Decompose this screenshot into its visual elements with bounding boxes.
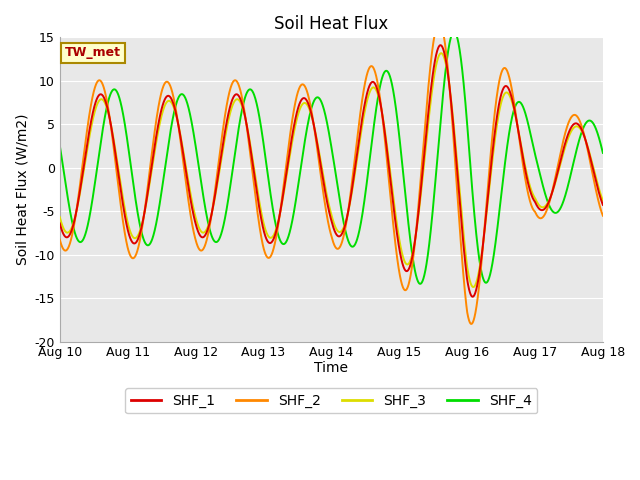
SHF_1 <box>436 42 444 48</box>
X-axis label: Time: Time <box>314 361 348 375</box>
SHF_3 <box>56 214 63 220</box>
Legend: SHF_1, SHF_2, SHF_3, SHF_4: SHF_1, SHF_2, SHF_3, SHF_4 <box>125 388 538 413</box>
SHF_4 <box>599 150 607 156</box>
SHF_2 <box>56 237 63 242</box>
SHF_1 <box>599 202 607 208</box>
SHF_1 <box>288 137 296 143</box>
SHF_4 <box>589 120 596 125</box>
SHF_3 <box>150 153 158 159</box>
SHF_1 <box>264 239 272 245</box>
SHF_2 <box>589 171 596 177</box>
SHF_3 <box>437 50 445 56</box>
SHF_2 <box>599 213 607 218</box>
Title: Soil Heat Flux: Soil Heat Flux <box>274 15 388 33</box>
SHF_3 <box>469 284 477 290</box>
SHF_1 <box>469 294 477 300</box>
SHF_3 <box>599 198 607 204</box>
SHF_3 <box>589 162 596 168</box>
SHF_2 <box>264 255 272 261</box>
Line: SHF_4: SHF_4 <box>60 32 603 284</box>
SHF_4 <box>288 221 296 227</box>
SHF_2 <box>150 134 158 140</box>
SHF_1 <box>56 220 63 226</box>
SHF_4 <box>264 174 272 180</box>
Line: SHF_3: SHF_3 <box>60 53 603 287</box>
SHF_4 <box>530 147 538 153</box>
SHF_2 <box>288 121 296 127</box>
SHF_4 <box>450 29 458 35</box>
SHF_2 <box>118 210 125 216</box>
SHF_2 <box>435 20 443 25</box>
SHF_1 <box>150 148 158 154</box>
Line: SHF_1: SHF_1 <box>60 45 603 297</box>
SHF_4 <box>150 230 158 236</box>
SHF_2 <box>530 208 538 214</box>
Y-axis label: Soil Heat Flux (W/m2): Soil Heat Flux (W/m2) <box>15 114 29 265</box>
SHF_4 <box>416 281 424 287</box>
Text: TW_met: TW_met <box>65 47 121 60</box>
SHF_3 <box>530 193 538 199</box>
SHF_4 <box>56 143 63 148</box>
SHF_3 <box>264 233 272 239</box>
Line: SHF_2: SHF_2 <box>60 23 603 324</box>
SHF_2 <box>467 321 475 327</box>
SHF_1 <box>118 194 125 200</box>
SHF_3 <box>118 188 125 193</box>
SHF_3 <box>288 143 296 148</box>
SHF_1 <box>530 198 538 204</box>
SHF_1 <box>589 164 596 170</box>
SHF_4 <box>118 105 125 110</box>
